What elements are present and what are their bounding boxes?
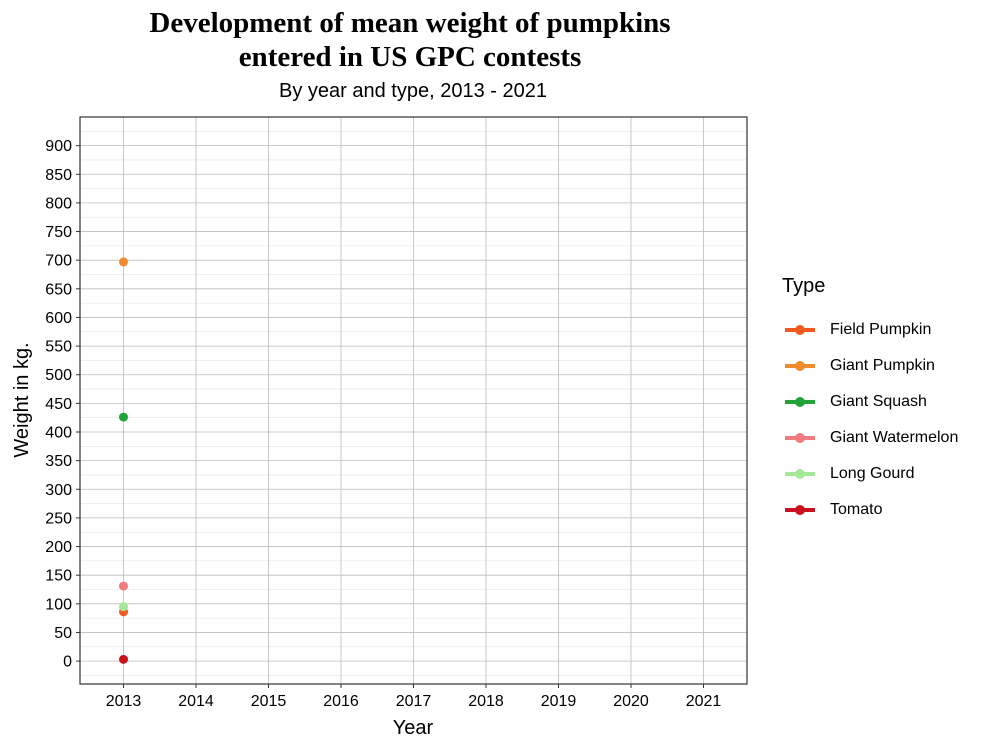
y-tick-label: 650 [45, 281, 72, 298]
y-tick-label: 750 [45, 224, 72, 241]
y-tick-label: 850 [45, 167, 72, 184]
legend-key [782, 500, 818, 520]
data-point-giant-watermelon [119, 581, 128, 591]
data-points [119, 257, 128, 664]
legend-key [782, 356, 818, 376]
legend-key [782, 392, 818, 412]
legend-item: Giant Pumpkin [782, 348, 958, 384]
chart-title-line-2: entered in US GPC contests [238, 41, 582, 73]
legend-item: Long Gourd [782, 456, 958, 492]
x-axis-title: Year [393, 717, 434, 739]
legend-label: Field Pumpkin [830, 321, 932, 338]
y-tick-label: 900 [45, 138, 72, 155]
chart-title-line-1: Development of mean weight of pumpkins [149, 7, 671, 39]
x-tick-label: 2021 [686, 693, 722, 710]
legend-label: Tomato [830, 501, 883, 518]
legend-label: Long Gourd [830, 465, 915, 482]
legend-key [782, 428, 818, 448]
legend-key [782, 320, 818, 340]
y-tick-label: 350 [45, 453, 72, 470]
legend-key-point [795, 469, 805, 479]
legend-items: Field Pumpkin Giant Pumpkin Giant Squash Gi… [782, 312, 958, 528]
y-tick-label: 400 [45, 425, 72, 442]
legend-label: Giant Watermelon [830, 429, 959, 446]
data-point-long-gourd [119, 602, 128, 612]
y-tick-label: 600 [45, 310, 72, 327]
data-point-giant-pumpkin [119, 257, 128, 267]
legend-key-point [795, 325, 805, 335]
y-axis: 0 50 100 150 200 250 300 350 400 450 500 550 600 650 7… [45, 138, 80, 671]
chart-title: Development of mean weight of pumpkins e… [80, 6, 740, 74]
legend-item: Giant Squash [782, 384, 958, 420]
y-tick-label: 200 [45, 539, 72, 556]
legend-key-point [795, 361, 805, 371]
y-tick-label: 300 [45, 482, 72, 499]
y-tick-label: 450 [45, 396, 72, 413]
data-point-giant-squash [119, 412, 128, 422]
y-tick-label: 100 [45, 596, 72, 613]
legend-item: Tomato [782, 492, 958, 528]
y-tick-label: 0 [63, 654, 72, 671]
legend-label: Giant Pumpkin [830, 357, 935, 374]
x-tick-label: 2020 [613, 693, 649, 710]
y-tick-label: 50 [54, 625, 72, 642]
legend-key-point [795, 505, 805, 515]
legend-label: Giant Squash [830, 393, 927, 410]
y-tick-label: 550 [45, 339, 72, 356]
legend-key-point [795, 397, 805, 407]
chart-subtitle: By year and type, 2013 - 2021 [279, 80, 547, 102]
x-tick-label: 2016 [323, 693, 359, 710]
x-tick-label: 2013 [106, 693, 142, 710]
legend-item: Giant Watermelon [782, 420, 958, 456]
y-tick-label: 700 [45, 253, 72, 270]
legend-item: Field Pumpkin [782, 312, 958, 348]
y-tick-label: 800 [45, 195, 72, 212]
legend-key [782, 464, 818, 484]
y-tick-label: 250 [45, 510, 72, 527]
legend: Type Field Pumpkin Giant Pumpkin Giant Squ… [782, 275, 958, 528]
legend-title: Type [782, 275, 826, 297]
y-tick-label: 150 [45, 568, 72, 585]
legend-key-point [795, 433, 805, 443]
x-tick-label: 2014 [178, 693, 214, 710]
x-tick-label: 2015 [251, 693, 287, 710]
x-tick-label: 2017 [396, 693, 432, 710]
y-tick-label: 500 [45, 367, 72, 384]
x-tick-label: 2019 [541, 693, 577, 710]
x-axis: 2013 2014 2015 2016 2017 2018 2019 2020 2021 [106, 684, 722, 710]
x-tick-label: 2018 [468, 693, 504, 710]
data-point-tomato [119, 654, 128, 664]
y-axis-title: Weight in kg. [11, 342, 33, 457]
